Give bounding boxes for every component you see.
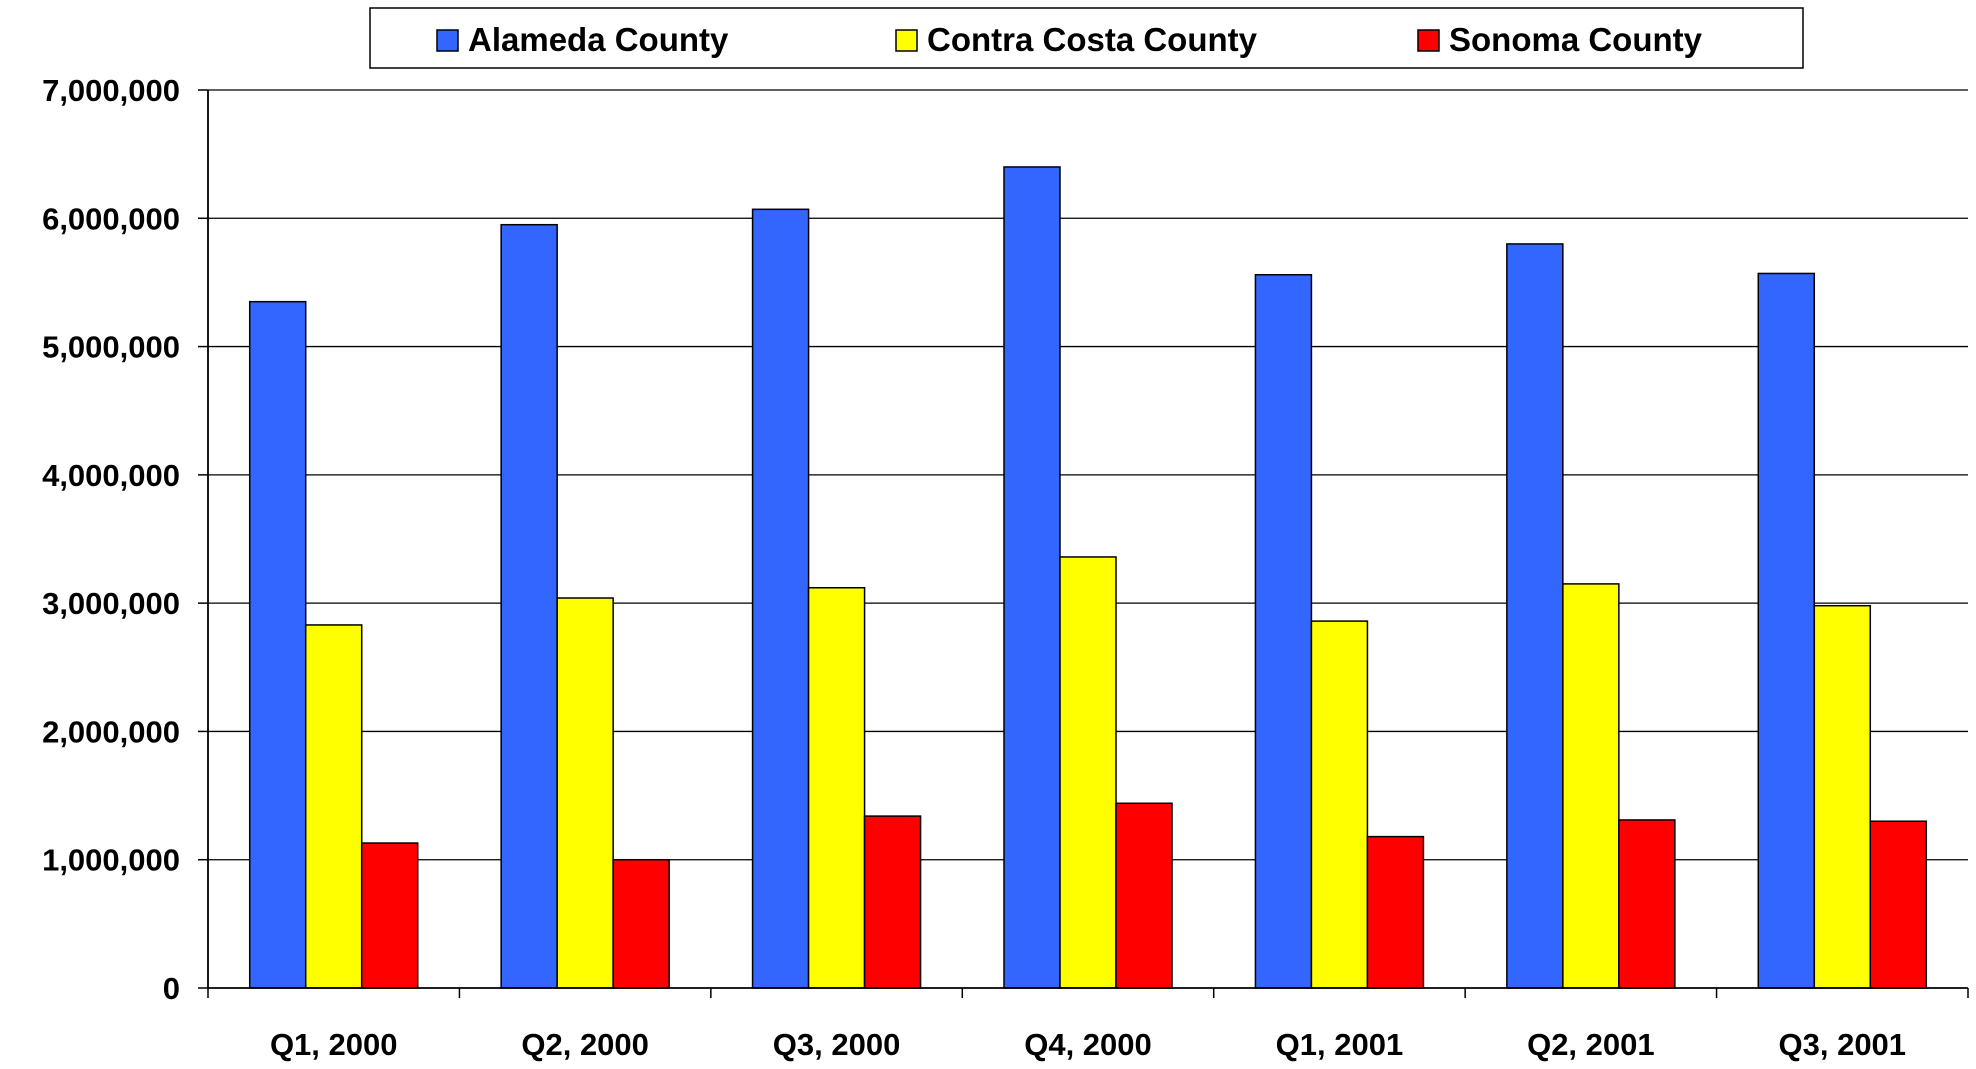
x-tick-label: Q4, 2000: [1024, 1027, 1152, 1062]
bar: [1310, 620, 1369, 989]
legend-swatch: [895, 29, 918, 52]
bar: [1506, 243, 1564, 989]
bars: [248, 166, 1928, 989]
legend-label: Alameda County: [468, 21, 729, 58]
x-tick-label: Q3, 2001: [1779, 1027, 1907, 1062]
x-tick-label: Q3, 2000: [773, 1027, 901, 1062]
legend-box: [369, 7, 1804, 69]
legend: Alameda County Contra Costa County Sonoma …: [369, 7, 1804, 69]
x-tick-label: Q2, 2000: [521, 1027, 649, 1062]
y-tick-label: 4,000,000: [42, 458, 180, 493]
y-tick-label: 6,000,000: [42, 201, 180, 236]
bar: [1003, 166, 1061, 989]
bar: [1562, 583, 1620, 989]
bar: [1813, 604, 1872, 989]
y-tick-label: 5,000,000: [42, 330, 180, 365]
x-tick-label: Q2, 2001: [1527, 1027, 1655, 1062]
bar: [807, 586, 866, 989]
bar: [1618, 819, 1676, 989]
bar: [751, 208, 810, 989]
bar: [1254, 273, 1313, 989]
y-tick-label: 1,000,000: [42, 843, 180, 878]
x-tick-label: Q1, 2000: [270, 1027, 398, 1062]
bar: [304, 624, 363, 989]
x-tick-label: Q1, 2001: [1276, 1027, 1404, 1062]
bar: [1059, 556, 1117, 989]
bar: [863, 815, 922, 989]
bar: [360, 842, 419, 989]
bar: [500, 223, 558, 989]
y-tick-label: 7,000,000: [42, 73, 180, 108]
bar: [1115, 802, 1173, 989]
legend-swatch: [1417, 29, 1440, 52]
axes: 0 1,000,000 2,000,000 3,000,000 4,000,000 5,0…: [42, 73, 1969, 1062]
y-tick-label: 0: [163, 971, 180, 1006]
y-tick-label: 3,000,000: [42, 586, 180, 621]
legend-label: Contra Costa County: [927, 21, 1258, 58]
bar: [612, 858, 670, 989]
bar: [1757, 272, 1816, 989]
legend-label: Sonoma County: [1449, 21, 1703, 58]
legend-swatch: [436, 29, 459, 52]
bar: [1366, 835, 1425, 989]
bar: [556, 597, 614, 989]
bar: [248, 300, 307, 989]
bar: [1869, 820, 1928, 989]
y-tick-label: 2,000,000: [42, 714, 180, 749]
